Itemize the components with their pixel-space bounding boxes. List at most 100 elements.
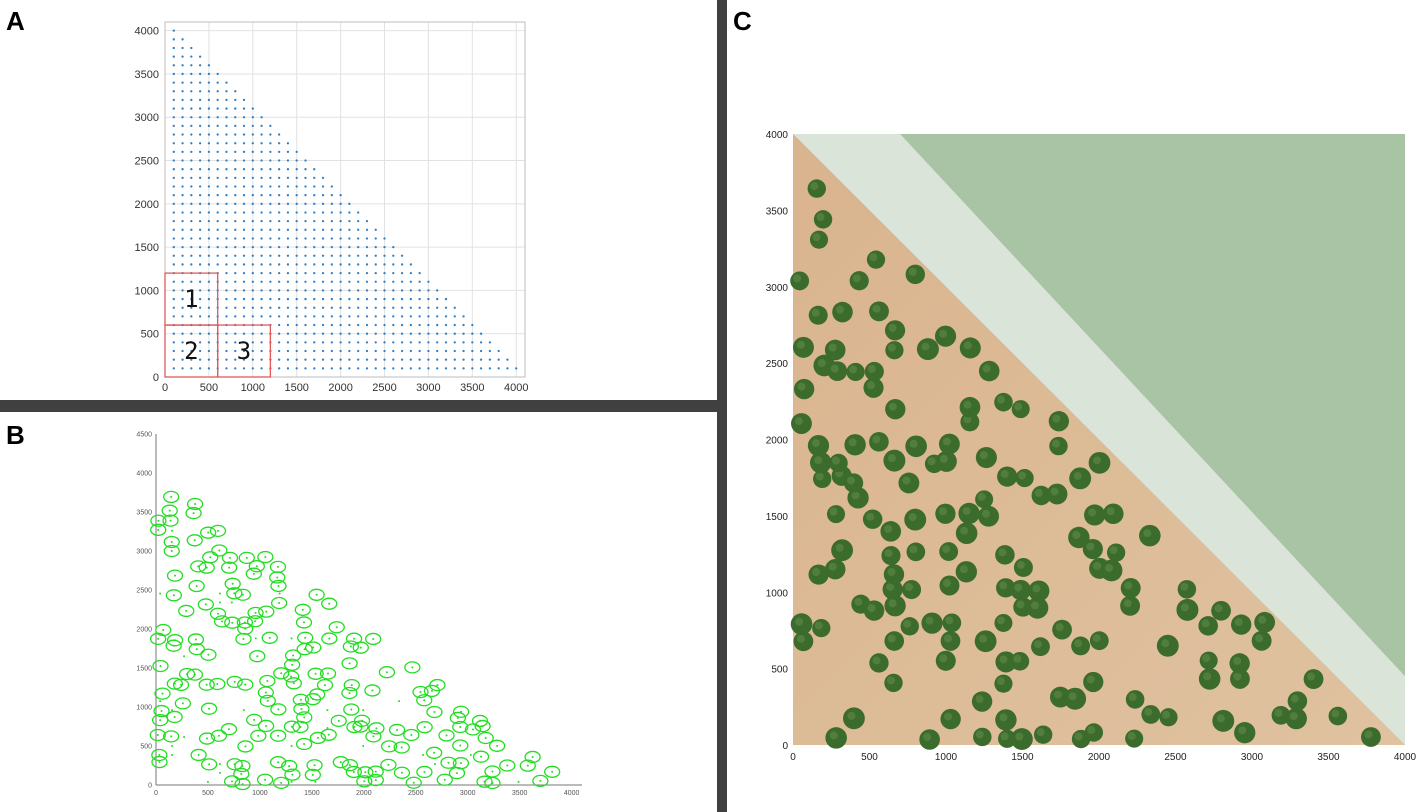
planting-point: [242, 176, 246, 180]
planting-point: [172, 176, 175, 180]
crown-center: [491, 770, 494, 773]
planting-point: [488, 349, 492, 353]
planting-point: [383, 271, 386, 275]
planting-point: [330, 219, 333, 223]
crown-center: [460, 710, 463, 713]
crown-ring: [404, 661, 421, 674]
planting-point: [190, 46, 193, 50]
planting-point: [330, 323, 333, 327]
planting-point: [295, 332, 298, 335]
crown-center: [400, 771, 403, 774]
planting-point: [251, 289, 254, 292]
crown-point: [290, 637, 293, 640]
planting-point: [172, 64, 175, 67]
planting-point: [198, 185, 202, 188]
crown-center: [277, 584, 280, 587]
crown-center: [205, 566, 208, 569]
crown-highlight: [1050, 487, 1059, 496]
planting-point: [234, 124, 237, 128]
crown-ring: [341, 686, 358, 700]
planting-point: [365, 237, 369, 240]
crown-ring: [270, 596, 288, 610]
crown-center: [443, 778, 446, 781]
planting-point: [198, 228, 202, 231]
crown-highlight: [975, 730, 984, 739]
planting-point: [207, 280, 211, 283]
crown-highlight: [1016, 600, 1025, 609]
crown-center: [353, 637, 356, 640]
planting-point: [479, 367, 483, 370]
planting-point: [207, 90, 211, 93]
planting-point: [286, 202, 290, 205]
crown-highlight: [979, 451, 988, 460]
crown-center: [371, 689, 374, 692]
planting-point: [357, 341, 360, 344]
planting-point: [260, 306, 263, 309]
crown-ring: [172, 678, 190, 692]
y-tick-label: 4000: [766, 130, 789, 141]
planting-point: [339, 194, 342, 197]
crown-highlight: [888, 402, 897, 411]
planting-point: [277, 271, 281, 275]
crown-ring: [270, 756, 287, 769]
planting-point: [277, 133, 281, 136]
crown-ring: [429, 678, 446, 692]
crown-ring: [281, 759, 298, 773]
crown-ring: [353, 714, 371, 727]
planting-point: [418, 358, 421, 361]
planting-point: [198, 280, 202, 283]
planting-point: [453, 323, 456, 327]
planting-point: [374, 237, 377, 240]
planting-point: [295, 349, 298, 353]
planting-point: [313, 194, 316, 197]
y-tick-label: 1000: [766, 588, 789, 599]
planting-point: [242, 289, 246, 292]
planting-point: [225, 254, 228, 257]
crown-highlight: [1216, 714, 1225, 723]
planting-point: [234, 202, 237, 205]
planting-point: [400, 263, 404, 266]
crown-point: [159, 592, 162, 595]
crown-ring: [524, 750, 541, 764]
crown-point: [218, 601, 221, 604]
planting-point: [339, 358, 342, 361]
planting-point: [242, 142, 246, 145]
planting-point: [181, 297, 184, 301]
planting-point: [321, 194, 325, 197]
planting-point: [190, 297, 193, 301]
planting-point: [286, 315, 290, 318]
planting-point: [400, 358, 404, 361]
crown-highlight: [982, 509, 991, 518]
planting-point: [225, 289, 228, 292]
planting-point: [295, 297, 298, 301]
planting-point: [172, 332, 175, 335]
planting-point: [295, 150, 298, 154]
crown-ring: [257, 550, 274, 564]
planting-point: [357, 237, 360, 240]
planting-point: [181, 159, 184, 162]
planting-point: [357, 211, 360, 214]
planting-point: [304, 315, 307, 318]
planting-point: [251, 133, 254, 136]
planting-point: [242, 219, 246, 223]
crown-center: [312, 646, 315, 649]
planting-point: [330, 332, 333, 335]
crown-highlight: [888, 323, 897, 332]
planting-point: [357, 263, 360, 266]
planting-point: [181, 98, 184, 102]
planting-point: [277, 254, 281, 257]
crown-point: [422, 753, 425, 756]
planting-point: [216, 81, 219, 84]
planting-point: [304, 254, 307, 257]
crown-center: [174, 639, 177, 642]
crown-ring: [248, 560, 265, 573]
planting-point: [409, 280, 413, 283]
planting-point: [313, 176, 316, 180]
crown-ring: [356, 775, 373, 788]
x-tick-label: 500: [200, 382, 218, 394]
planting-point: [207, 142, 211, 145]
planting-point: [225, 306, 228, 309]
planting-point: [225, 228, 228, 231]
crown-highlight: [999, 581, 1008, 590]
planting-point: [339, 228, 342, 231]
